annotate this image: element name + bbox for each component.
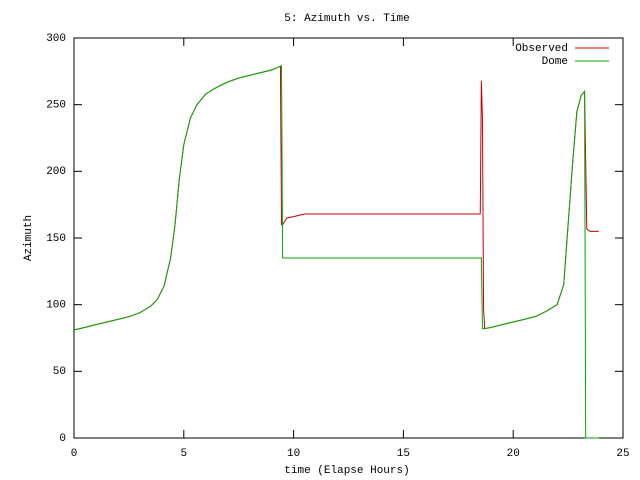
legend-label: Dome (542, 56, 568, 68)
x-tick-label: 20 (507, 448, 520, 460)
y-tick-label: 250 (46, 100, 66, 112)
y-tick-label: 300 (46, 33, 66, 45)
x-tick-label: 15 (397, 448, 410, 460)
x-tick-label: 5 (180, 448, 187, 460)
y-tick-label: 0 (59, 433, 66, 445)
y-axis-label: Azimuth (23, 215, 35, 261)
y-tick-label: 50 (53, 366, 66, 378)
x-tick-label: 25 (616, 448, 629, 460)
data-line (73, 65, 599, 439)
y-tick-label: 150 (46, 233, 66, 245)
chart-title: 5: Azimuth vs. Time (284, 13, 409, 25)
legend-label: Observed (515, 43, 568, 55)
x-axis-label: time (Elapse Hours) (284, 465, 409, 477)
y-tick-label: 200 (46, 166, 66, 178)
y-tick-label: 100 (46, 300, 66, 312)
x-tick-label: 10 (287, 448, 300, 460)
x-tick-label: 0 (71, 448, 78, 460)
